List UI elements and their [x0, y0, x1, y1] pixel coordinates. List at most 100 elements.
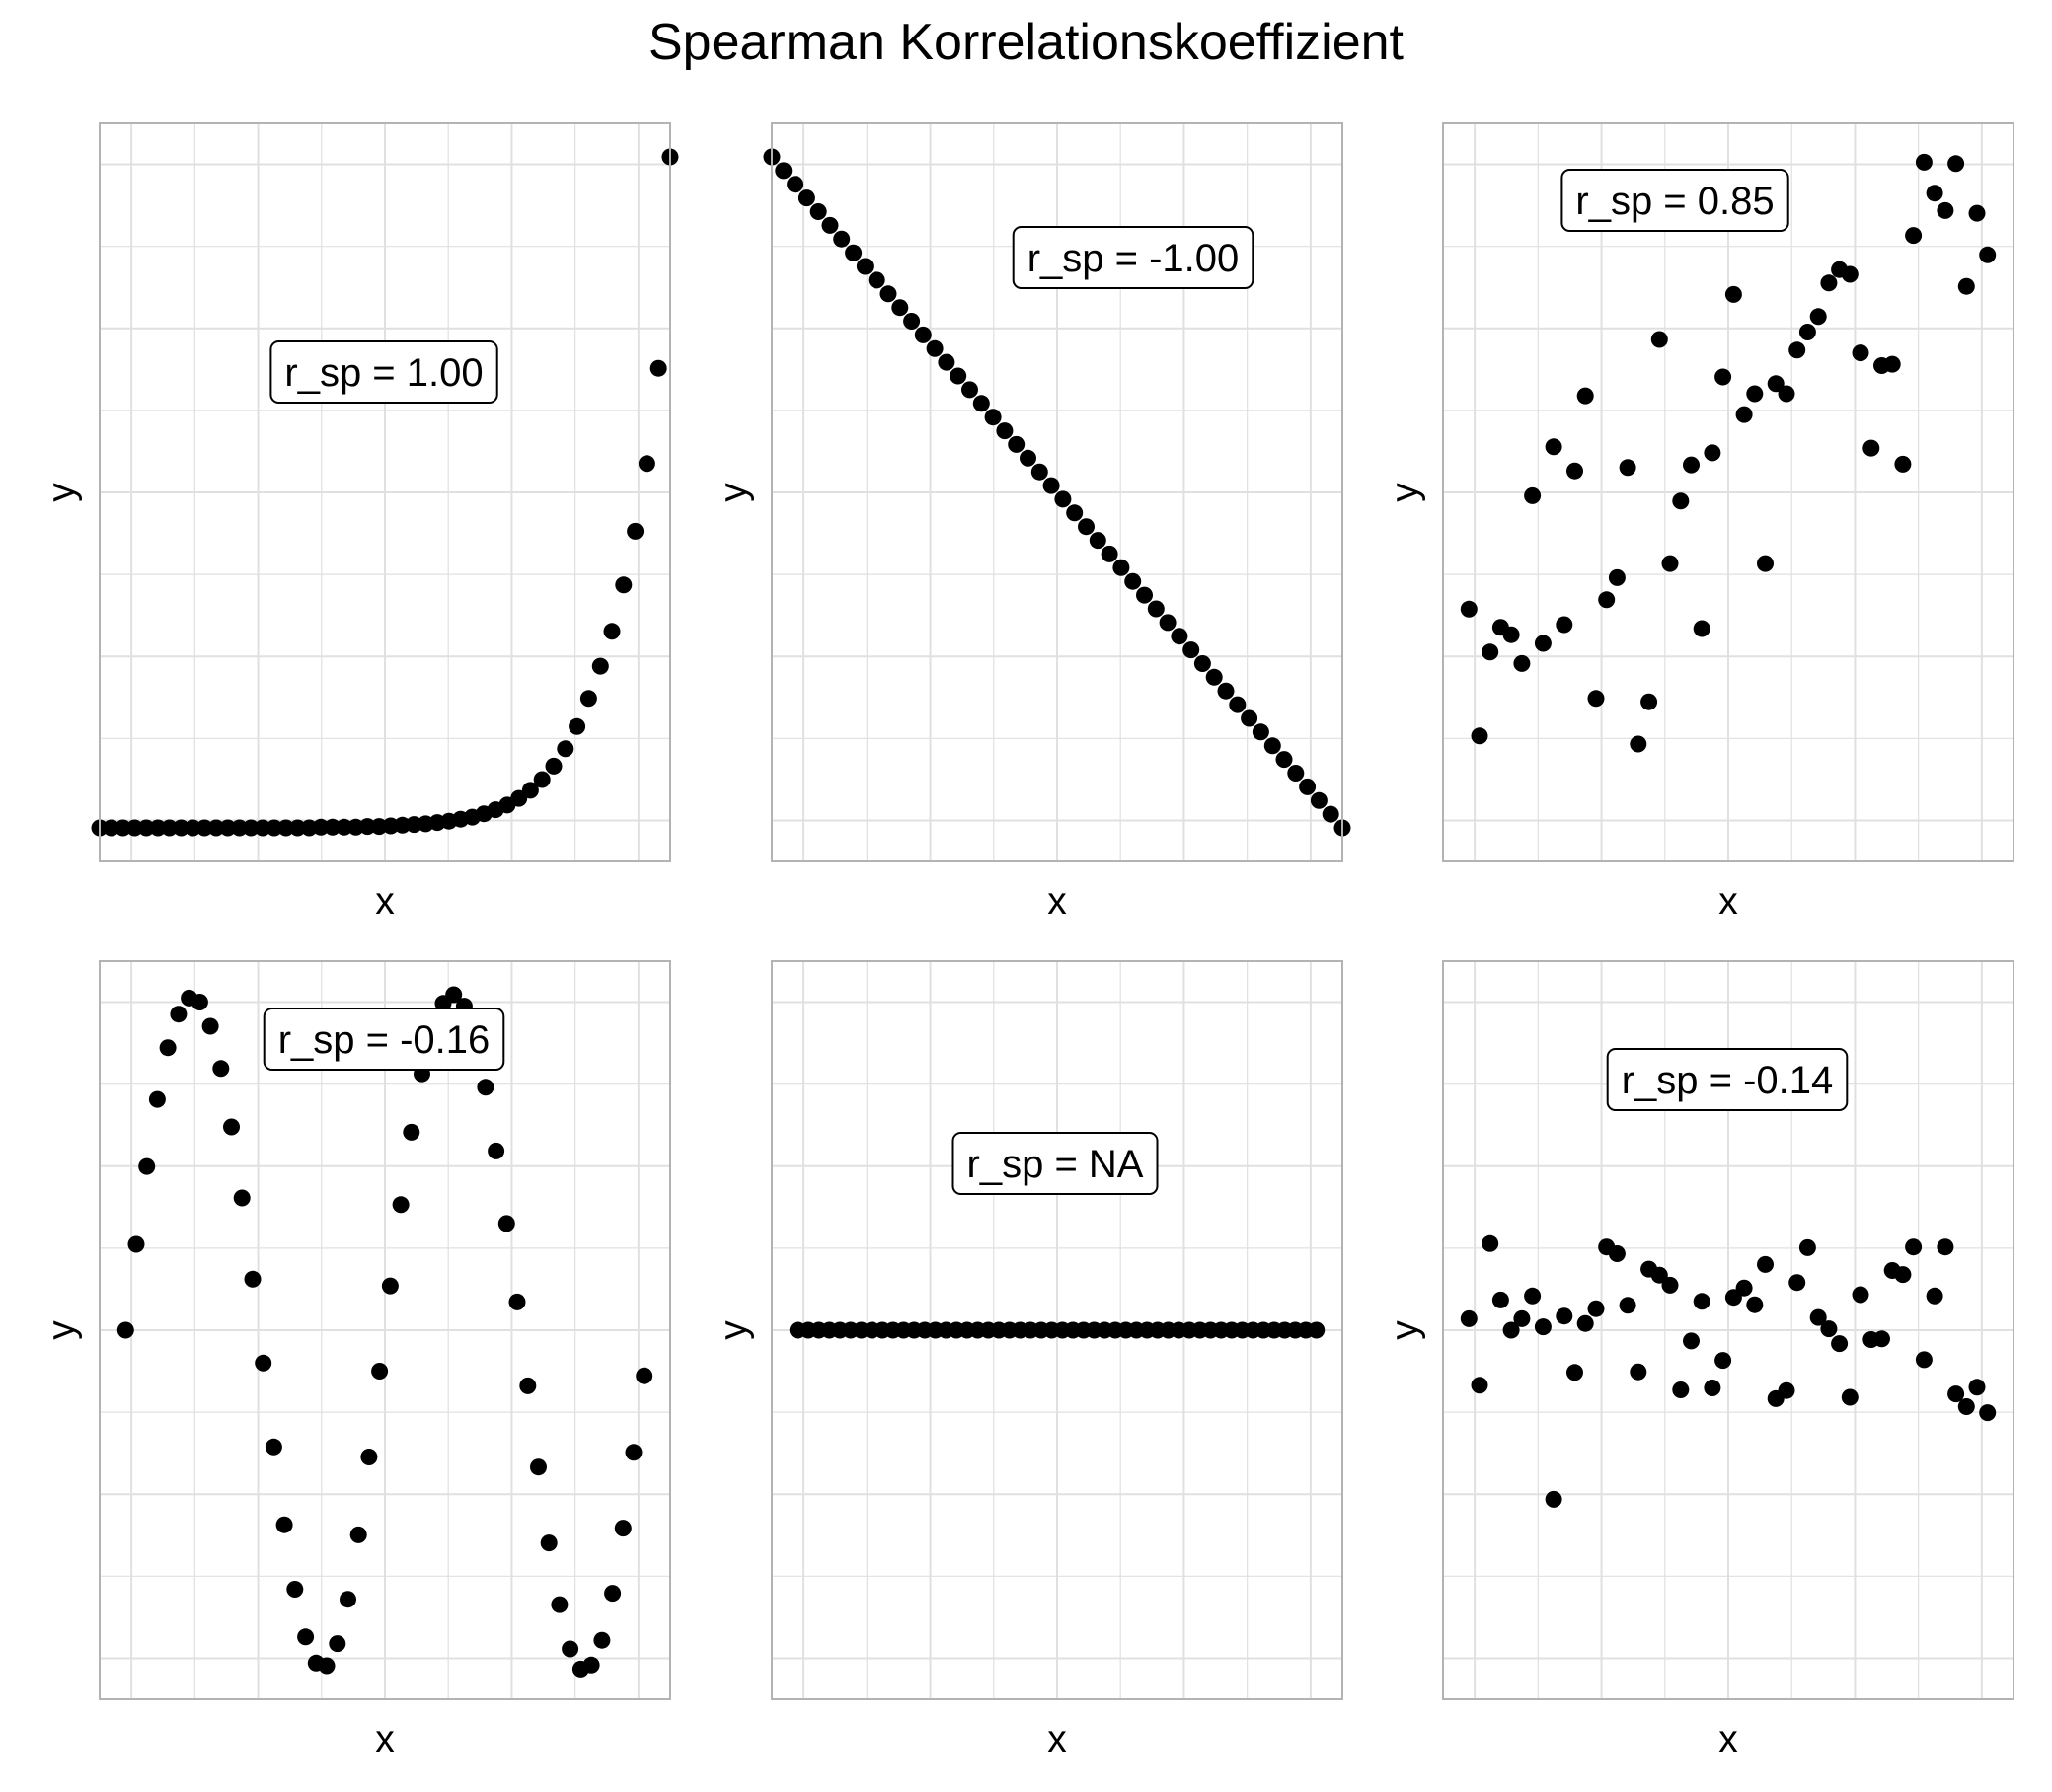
figure-title: Spearman Korrelationskoeffizient — [648, 14, 1405, 71]
data-point — [1460, 600, 1478, 618]
correlation-label: r_sp = 1.00 — [269, 340, 498, 404]
data-point — [488, 1142, 505, 1159]
data-point — [533, 771, 551, 788]
data-point — [340, 1591, 356, 1608]
correlation-label-text: r_sp = -0.14 — [1622, 1059, 1834, 1102]
panel-border — [1442, 122, 2014, 862]
data-point — [1704, 444, 1721, 462]
panel-grid: x y r_sp = 1.00 x y r_sp = -1.00 x y r_sp = 0.85… — [40, 122, 2014, 1760]
data-point — [137, 819, 155, 837]
y-axis-label: y — [713, 1320, 755, 1340]
data-point — [914, 326, 932, 343]
data-point — [1778, 1381, 1795, 1399]
correlation-label: r_sp = -0.14 — [1606, 1048, 1849, 1111]
data-point — [579, 690, 597, 708]
data-point — [508, 1293, 526, 1310]
correlation-label-text: r_sp = -0.16 — [278, 1018, 491, 1062]
data-point — [1136, 586, 1153, 604]
data-point — [1714, 368, 1732, 386]
data-point — [125, 819, 143, 837]
data-points — [1460, 1234, 1997, 1508]
data-point — [1263, 737, 1281, 755]
x-axis-label: x — [375, 880, 395, 923]
data-point — [1217, 682, 1235, 700]
panel-border — [1442, 960, 2014, 1700]
data-point — [231, 819, 249, 837]
data-point — [1587, 1300, 1605, 1317]
data-point — [1275, 751, 1293, 769]
data-point — [1661, 555, 1679, 572]
data-point — [856, 258, 874, 275]
data-point — [1556, 616, 1573, 634]
data-point — [1798, 324, 1816, 340]
data-point — [1322, 805, 1339, 823]
data-point — [1299, 778, 1317, 795]
data-point — [184, 819, 201, 837]
data-point — [1066, 504, 1084, 522]
data-point — [233, 1189, 251, 1207]
panel-3: x y r_sp = 0.85 — [1384, 122, 2014, 923]
data-point — [170, 1006, 188, 1023]
data-point — [265, 1438, 282, 1456]
data-point — [1693, 620, 1710, 637]
data-point — [127, 1235, 145, 1253]
data-point — [569, 717, 586, 735]
panel-border — [99, 960, 671, 1700]
data-point — [255, 1354, 272, 1372]
data-point — [1735, 1279, 1753, 1297]
data-point — [1576, 1314, 1594, 1332]
data-point — [1724, 285, 1742, 303]
data-point — [1534, 635, 1552, 652]
data-point — [1746, 1296, 1764, 1313]
data-point — [1693, 1293, 1710, 1310]
data-point — [845, 244, 863, 261]
data-point — [521, 782, 539, 799]
correlation-label-text: r_sp = -1.00 — [1027, 237, 1240, 280]
data-point — [1894, 1266, 1912, 1284]
data-point — [201, 1017, 219, 1035]
data-point — [1008, 435, 1026, 453]
data-point — [358, 818, 376, 836]
data-point — [1820, 1320, 1838, 1338]
data-point — [1513, 654, 1531, 672]
data-point — [821, 216, 839, 234]
data-point — [1089, 532, 1106, 550]
data-point — [1862, 439, 1880, 457]
data-point — [1957, 277, 1975, 295]
data-point — [1672, 492, 1690, 510]
data-point — [1640, 693, 1658, 710]
data-point — [1672, 1381, 1690, 1398]
data-point — [530, 1458, 547, 1476]
correlation-label: r_sp = -0.16 — [263, 1008, 505, 1071]
data-point — [1471, 727, 1488, 745]
data-point — [1979, 246, 1997, 263]
data-point — [649, 359, 667, 377]
correlation-label-text: r_sp = 1.00 — [284, 351, 483, 395]
data-point — [1078, 518, 1095, 536]
data-point — [1124, 572, 1142, 590]
data-point — [519, 1377, 537, 1394]
data-point — [1147, 600, 1165, 618]
data-point — [1054, 490, 1072, 508]
data-point — [1608, 1245, 1626, 1262]
y-axis-label: y — [40, 483, 83, 502]
data-point — [891, 299, 909, 317]
data-point — [1947, 155, 1965, 173]
data-point — [1894, 455, 1912, 473]
data-points — [763, 148, 1351, 837]
data-point — [1746, 385, 1764, 403]
data-point — [1587, 690, 1605, 708]
data-point — [603, 623, 621, 640]
data-point — [1841, 265, 1859, 283]
data-point — [775, 162, 793, 180]
data-point — [161, 819, 179, 837]
data-point — [1841, 1388, 1859, 1406]
data-point — [1205, 668, 1223, 686]
data-point — [1252, 723, 1269, 741]
data-point — [798, 189, 815, 207]
data-point — [1566, 1364, 1583, 1381]
data-point — [497, 1215, 515, 1232]
data-point — [938, 353, 955, 371]
data-point — [551, 1596, 569, 1613]
